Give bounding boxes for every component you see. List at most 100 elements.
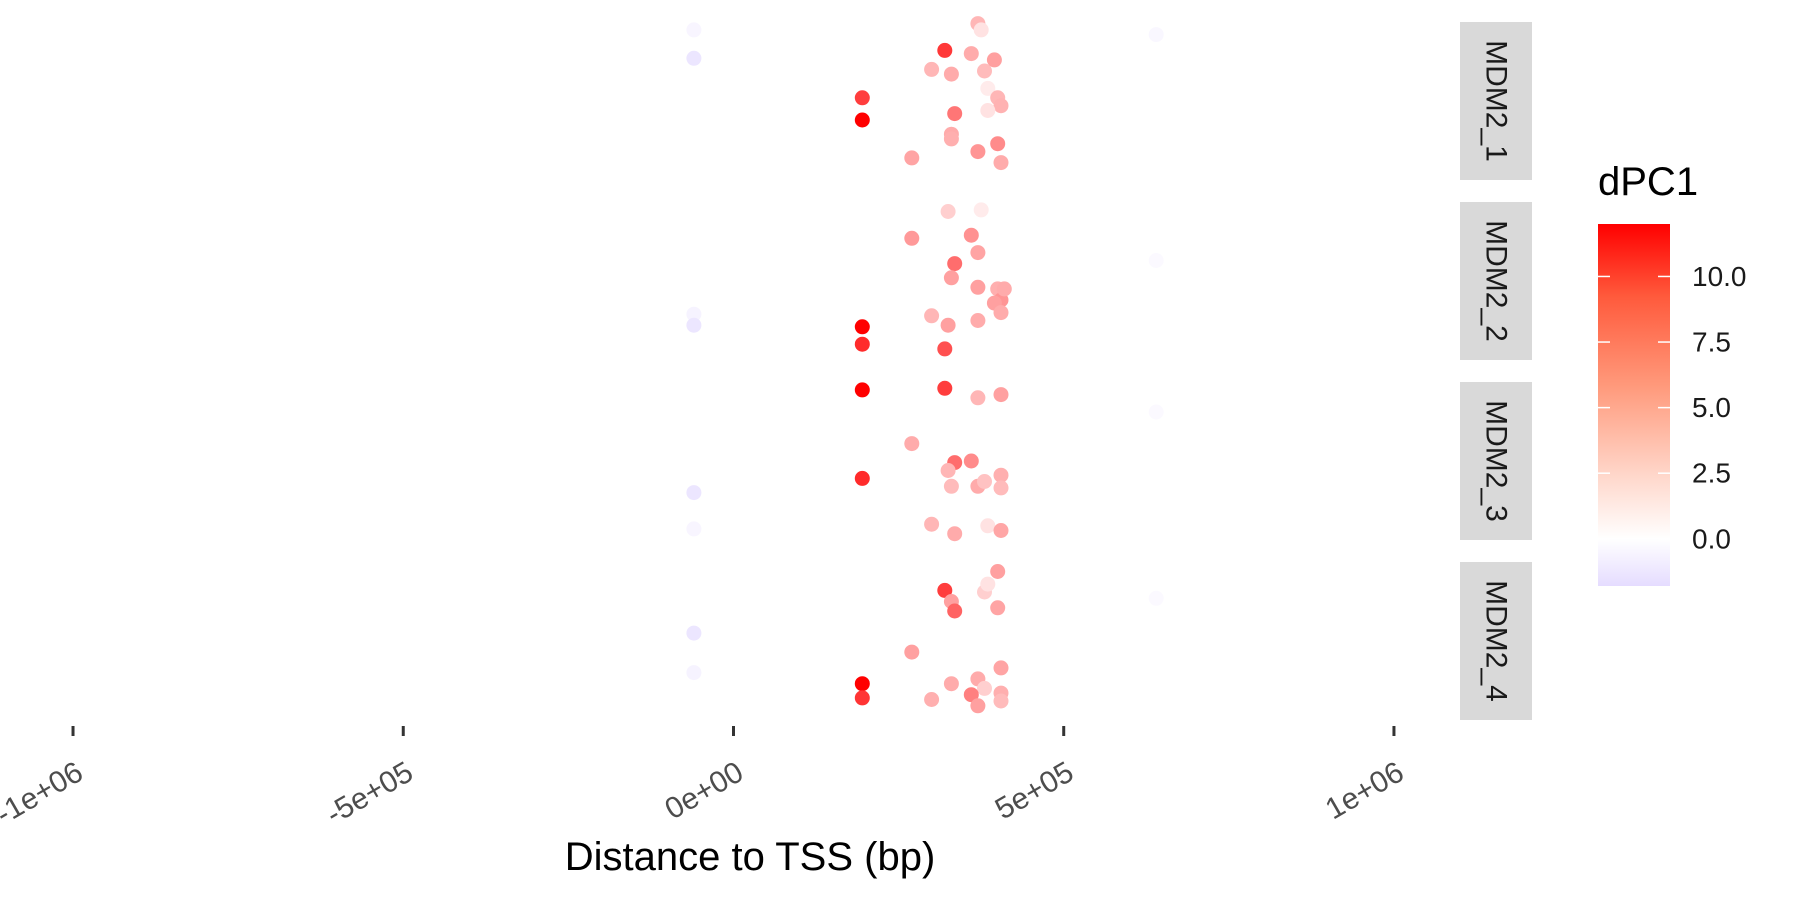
data-point [904, 230, 920, 246]
x-tick-label: 5e+05 [990, 755, 1079, 826]
data-point [940, 463, 956, 478]
legend-tick-label: 7.5 [1692, 327, 1731, 358]
facet-panel: MDM2_4 [686, 562, 1532, 720]
data-point [940, 317, 956, 333]
data-point [986, 52, 1002, 68]
data-point [937, 42, 953, 58]
facet-strip-label: MDM2_1 [1480, 40, 1513, 162]
data-point [904, 436, 920, 452]
data-point [1148, 590, 1164, 606]
data-point [973, 202, 989, 218]
data-point [970, 279, 986, 295]
data-point [924, 692, 940, 707]
data-point [686, 50, 702, 66]
data-point [1148, 404, 1164, 420]
x-axis-title: Distance to TSS (bp) [565, 835, 936, 879]
data-point [970, 390, 986, 406]
data-point [943, 66, 959, 82]
facet-strip [1460, 562, 1532, 720]
facet-panels: MDM2_1 MDM2_2 MDM2_3 MDM2_4 [686, 16, 1532, 720]
data-point [990, 136, 1006, 152]
facet-panel: MDM2_3 [686, 380, 1532, 542]
data-point [686, 306, 702, 322]
data-point [904, 644, 920, 660]
data-point [940, 204, 956, 219]
data-point [993, 98, 1009, 114]
legend-tick-label: 0.0 [1692, 523, 1731, 554]
legend-tick-label: 10.0 [1692, 261, 1747, 292]
data-point [854, 90, 870, 106]
legend-colorbar [1598, 224, 1670, 586]
data-point [854, 336, 870, 352]
data-point [970, 313, 986, 328]
data-point [686, 625, 702, 641]
facet-strip-label: MDM2_3 [1480, 400, 1513, 522]
data-point [937, 582, 953, 598]
data-point [1148, 27, 1164, 43]
data-point [970, 245, 986, 261]
facet-strip [1460, 382, 1532, 540]
data-point [980, 518, 996, 534]
data-point [854, 382, 870, 398]
data-point [924, 516, 940, 532]
data-point [854, 112, 870, 128]
data-point [990, 600, 1006, 616]
data-point [993, 523, 1009, 538]
facet-strip-label: MDM2_2 [1480, 220, 1513, 342]
data-point [963, 687, 979, 703]
facet-strip [1460, 202, 1532, 360]
x-tick-label: -1e+06 [0, 755, 89, 831]
data-point [686, 22, 702, 38]
data-point [854, 676, 870, 692]
data-point [943, 478, 959, 494]
data-point [963, 227, 979, 243]
data-point [947, 106, 963, 122]
data-point [686, 521, 702, 537]
data-point [904, 150, 920, 166]
facet-panel: MDM2_1 [686, 16, 1532, 180]
x-tick-label: -5e+05 [321, 755, 419, 831]
data-point [947, 256, 963, 272]
data-point [943, 270, 959, 286]
data-point [993, 467, 1009, 483]
data-point [977, 474, 992, 489]
data-point [924, 308, 940, 324]
data-point [993, 660, 1009, 676]
data-point [686, 665, 702, 681]
data-point [970, 144, 986, 160]
data-point [947, 526, 963, 542]
facet-strip-label: MDM2_4 [1480, 580, 1513, 702]
data-point [993, 155, 1009, 171]
data-point [686, 485, 702, 501]
data-point [980, 103, 996, 118]
data-point [980, 80, 996, 96]
data-point [943, 676, 959, 692]
facet-strip [1460, 22, 1532, 180]
data-point [937, 380, 953, 396]
data-point [977, 680, 992, 696]
data-point [993, 480, 1009, 496]
data-point [937, 341, 953, 357]
legend-title: dPC1 [1598, 160, 1698, 204]
data-point [686, 317, 702, 333]
data-point [854, 470, 870, 486]
facet-panel: MDM2_2 [686, 202, 1532, 360]
data-point [854, 690, 870, 706]
data-point [1148, 253, 1164, 268]
data-point [996, 281, 1012, 297]
data-point [854, 319, 870, 335]
legend-tick-label: 2.5 [1692, 458, 1731, 489]
data-point [924, 61, 940, 77]
data-point [970, 698, 986, 714]
data-point [947, 603, 963, 619]
data-point [993, 305, 1009, 321]
x-tick-label: 1e+06 [1320, 755, 1409, 826]
data-point [993, 387, 1009, 403]
x-tick-label: 0e+00 [660, 755, 749, 826]
data-point [993, 693, 1009, 709]
data-point [963, 453, 979, 469]
color-legend: dPC1 0.0 2.5 5.0 7.5 10.0 [1598, 160, 1747, 586]
data-point [943, 131, 959, 147]
data-point [980, 576, 996, 592]
